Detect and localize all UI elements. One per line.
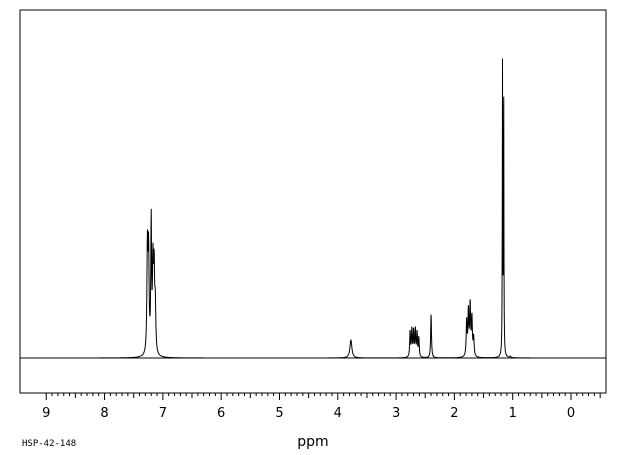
x-tick-label: 6 — [217, 406, 225, 421]
x-tick-label: 2 — [450, 406, 458, 421]
x-tick-label: 5 — [275, 406, 283, 421]
x-tick-label: 8 — [100, 406, 108, 421]
plot-frame — [19, 9, 607, 394]
x-axis-ticks — [45, 393, 601, 400]
x-axis-label: ppm — [297, 434, 328, 450]
sample-id-label: HSP-42-148 — [22, 439, 76, 449]
spectrum-trace — [21, 58, 605, 359]
x-tick-label: 3 — [392, 406, 400, 421]
x-tick-label: 1 — [509, 406, 517, 421]
x-axis-tick-labels: 9 8 7 6 5 4 3 2 1 0 — [42, 406, 575, 421]
x-tick-label: 9 — [42, 406, 50, 421]
x-tick-label: 7 — [159, 406, 167, 421]
x-tick-label: 0 — [567, 406, 575, 421]
x-tick-label: 4 — [334, 406, 342, 421]
